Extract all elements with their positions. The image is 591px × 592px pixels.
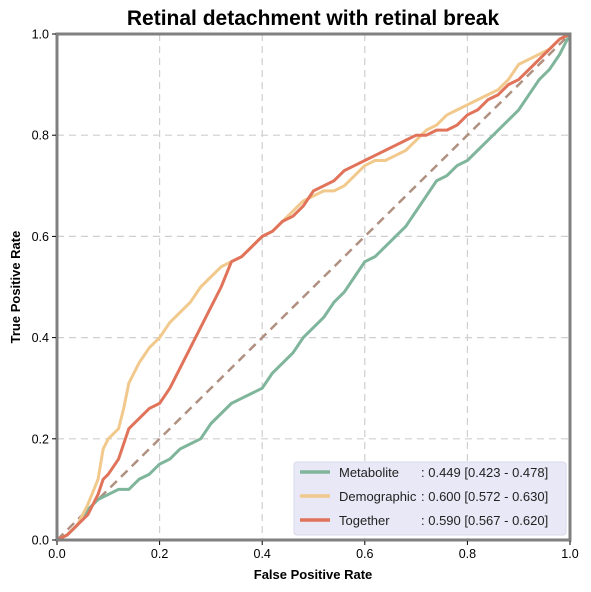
y-tick-label: 0.4	[32, 331, 49, 345]
legend-name-demographic: Demographic	[339, 489, 417, 504]
legend-name-metabolite: Metabolite	[339, 465, 399, 480]
series-line-together	[55, 32, 572, 542]
x-tick-label: 0.4	[254, 547, 271, 561]
series-line-demographic	[55, 32, 572, 542]
y-axis-label: True Positive Rate	[8, 231, 23, 344]
legend-auc-metabolite: : 0.449 [0.423 - 0.478]	[421, 465, 548, 480]
grid-lines	[57, 34, 570, 540]
x-tick-label: 1.0	[561, 547, 578, 561]
x-tick-label: 0.0	[48, 547, 65, 561]
series-layer	[55, 32, 572, 542]
y-tick-label: 0.8	[32, 129, 49, 143]
legend: Metabolite : 0.449 [0.423 - 0.478] Demogra…	[293, 461, 567, 536]
legend-auc-together: : 0.590 [0.567 - 0.620]	[421, 513, 548, 528]
x-axis-ticks: 0.0 0.2 0.4 0.6 0.8 1.0	[48, 541, 579, 561]
diagonal-reference-line	[56, 33, 571, 541]
legend-name-together: Together	[339, 513, 390, 528]
legend-box	[293, 461, 567, 536]
diagonal-layer	[56, 33, 571, 541]
series-line-metabolite	[55, 32, 572, 542]
plot-frame	[55, 32, 572, 542]
y-tick-label: 0.0	[32, 534, 49, 548]
y-tick-label: 0.2	[32, 432, 49, 446]
x-tick-label: 0.2	[151, 547, 168, 561]
x-tick-label: 0.6	[356, 547, 373, 561]
x-axis-label: False Positive Rate	[254, 567, 373, 582]
y-tick-label: 1.0	[32, 28, 49, 42]
chart-title: Retinal detachment with retinal break	[127, 7, 500, 30]
x-tick-label: 0.8	[459, 547, 476, 561]
legend-auc-demographic: : 0.600 [0.572 - 0.630]	[421, 489, 548, 504]
y-axis-ticks: 0.0 0.2 0.4 0.6 0.8 1.0	[32, 28, 56, 548]
y-tick-label: 0.6	[32, 230, 49, 244]
